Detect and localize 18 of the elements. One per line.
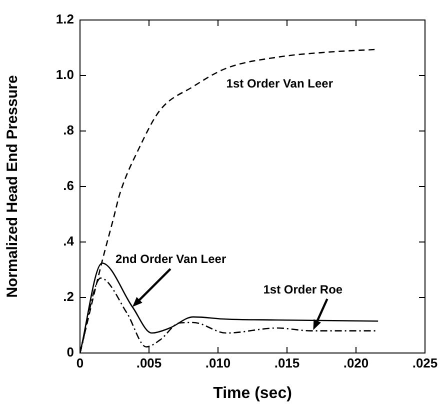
x-tick-label: .005 (136, 355, 162, 370)
x-axis-title: Time (sec) (213, 384, 292, 402)
y-tick-label: 0 (66, 344, 74, 360)
y-tick-label: .2 (63, 289, 74, 304)
x-tick-label: .015 (274, 355, 300, 370)
y-axis-title: Normalized Head End Pressure (4, 75, 22, 298)
x-tick-label: .020 (343, 355, 369, 370)
x-tick-label: .025 (412, 355, 438, 370)
annotation: 1st Order Roe (263, 282, 343, 296)
y-tick-label: 1.2 (56, 12, 74, 27)
x-tick-label: .010 (205, 355, 231, 370)
annotation: 2nd Order Van Leer (115, 252, 226, 266)
y-tick-label: .8 (63, 122, 74, 138)
x-tick-label: 0 (76, 355, 84, 370)
y-tick-label: .6 (63, 178, 74, 194)
y-tick-label: 1.0 (56, 67, 74, 82)
y-tick-label: .4 (63, 234, 75, 249)
annotation: 1st Order Van Leer (226, 76, 334, 91)
